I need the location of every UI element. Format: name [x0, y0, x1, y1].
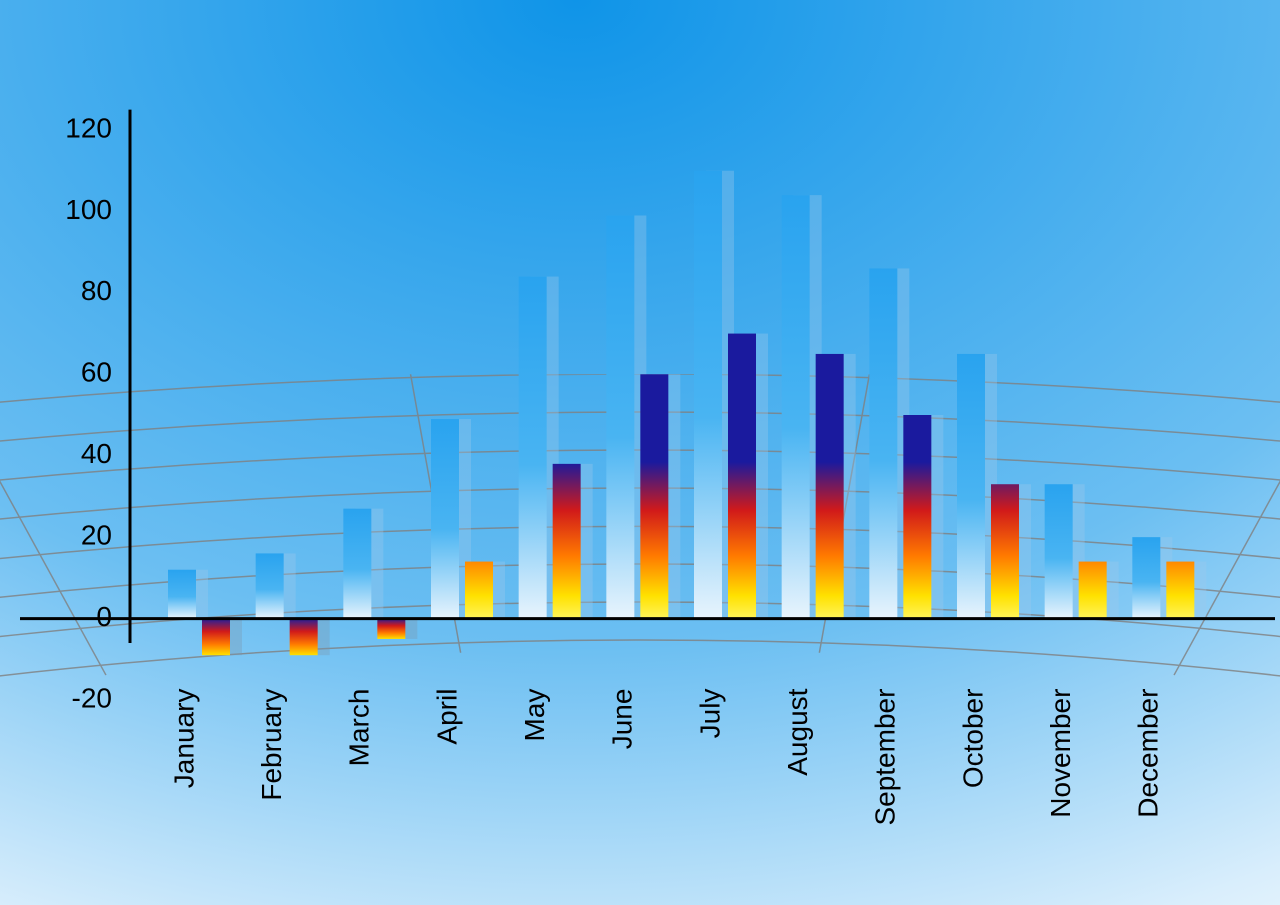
- bar-series-a: [694, 171, 722, 619]
- bar-series-b: [816, 354, 844, 619]
- bar-series-a: [782, 195, 810, 618]
- x-axis-label: September: [870, 689, 901, 826]
- bar-series-b: [465, 562, 493, 619]
- x-axis-label: February: [256, 689, 287, 801]
- x-axis-label: December: [1133, 689, 1164, 818]
- x-axis-label: June: [607, 689, 638, 750]
- x-axis-label: May: [519, 689, 550, 742]
- bar-series-a: [168, 570, 196, 619]
- y-axis-label: 0: [96, 601, 112, 632]
- bar-series-a: [606, 216, 634, 619]
- bar-series-b: [903, 415, 931, 619]
- monthly-bar-chart: -20 0 20 40 60 80 100 120 January February March A…: [0, 0, 1280, 905]
- bar-series-a: [519, 277, 547, 619]
- x-axis-label: November: [1045, 689, 1076, 818]
- y-axis-label: 120: [65, 112, 112, 143]
- x-axis-label: April: [431, 689, 462, 745]
- x-axis-label: July: [694, 689, 725, 739]
- bar-series-b: [991, 484, 1019, 618]
- bar-series-a: [343, 509, 371, 619]
- bar-series-b: [377, 619, 405, 639]
- y-axis-label: 20: [81, 520, 112, 551]
- bar-series-a: [957, 354, 985, 619]
- y-axis-label: -20: [72, 682, 112, 713]
- y-axis-label: 60: [81, 357, 112, 388]
- x-axis-label: August: [782, 688, 813, 775]
- bar-series-b: [202, 619, 230, 656]
- bar-series-a: [1045, 484, 1073, 618]
- bar-series-b: [1079, 562, 1107, 619]
- y-axis-label: 40: [81, 438, 112, 469]
- bar-series-b: [1166, 562, 1194, 619]
- bar-series-b: [553, 464, 581, 619]
- y-axis-label: 80: [81, 275, 112, 306]
- bar-series-a: [431, 419, 459, 618]
- y-axis-label: 100: [65, 194, 112, 225]
- x-axis-label: March: [344, 689, 375, 767]
- bar-series-a: [256, 553, 284, 618]
- x-axis-label: January: [168, 689, 199, 789]
- bar-series-b: [290, 619, 318, 656]
- bar-series-a: [1132, 537, 1160, 618]
- bar-series-b: [728, 334, 756, 619]
- bar-series-a: [869, 268, 897, 618]
- x-axis-label: October: [957, 689, 988, 789]
- bar-series-b: [640, 374, 668, 618]
